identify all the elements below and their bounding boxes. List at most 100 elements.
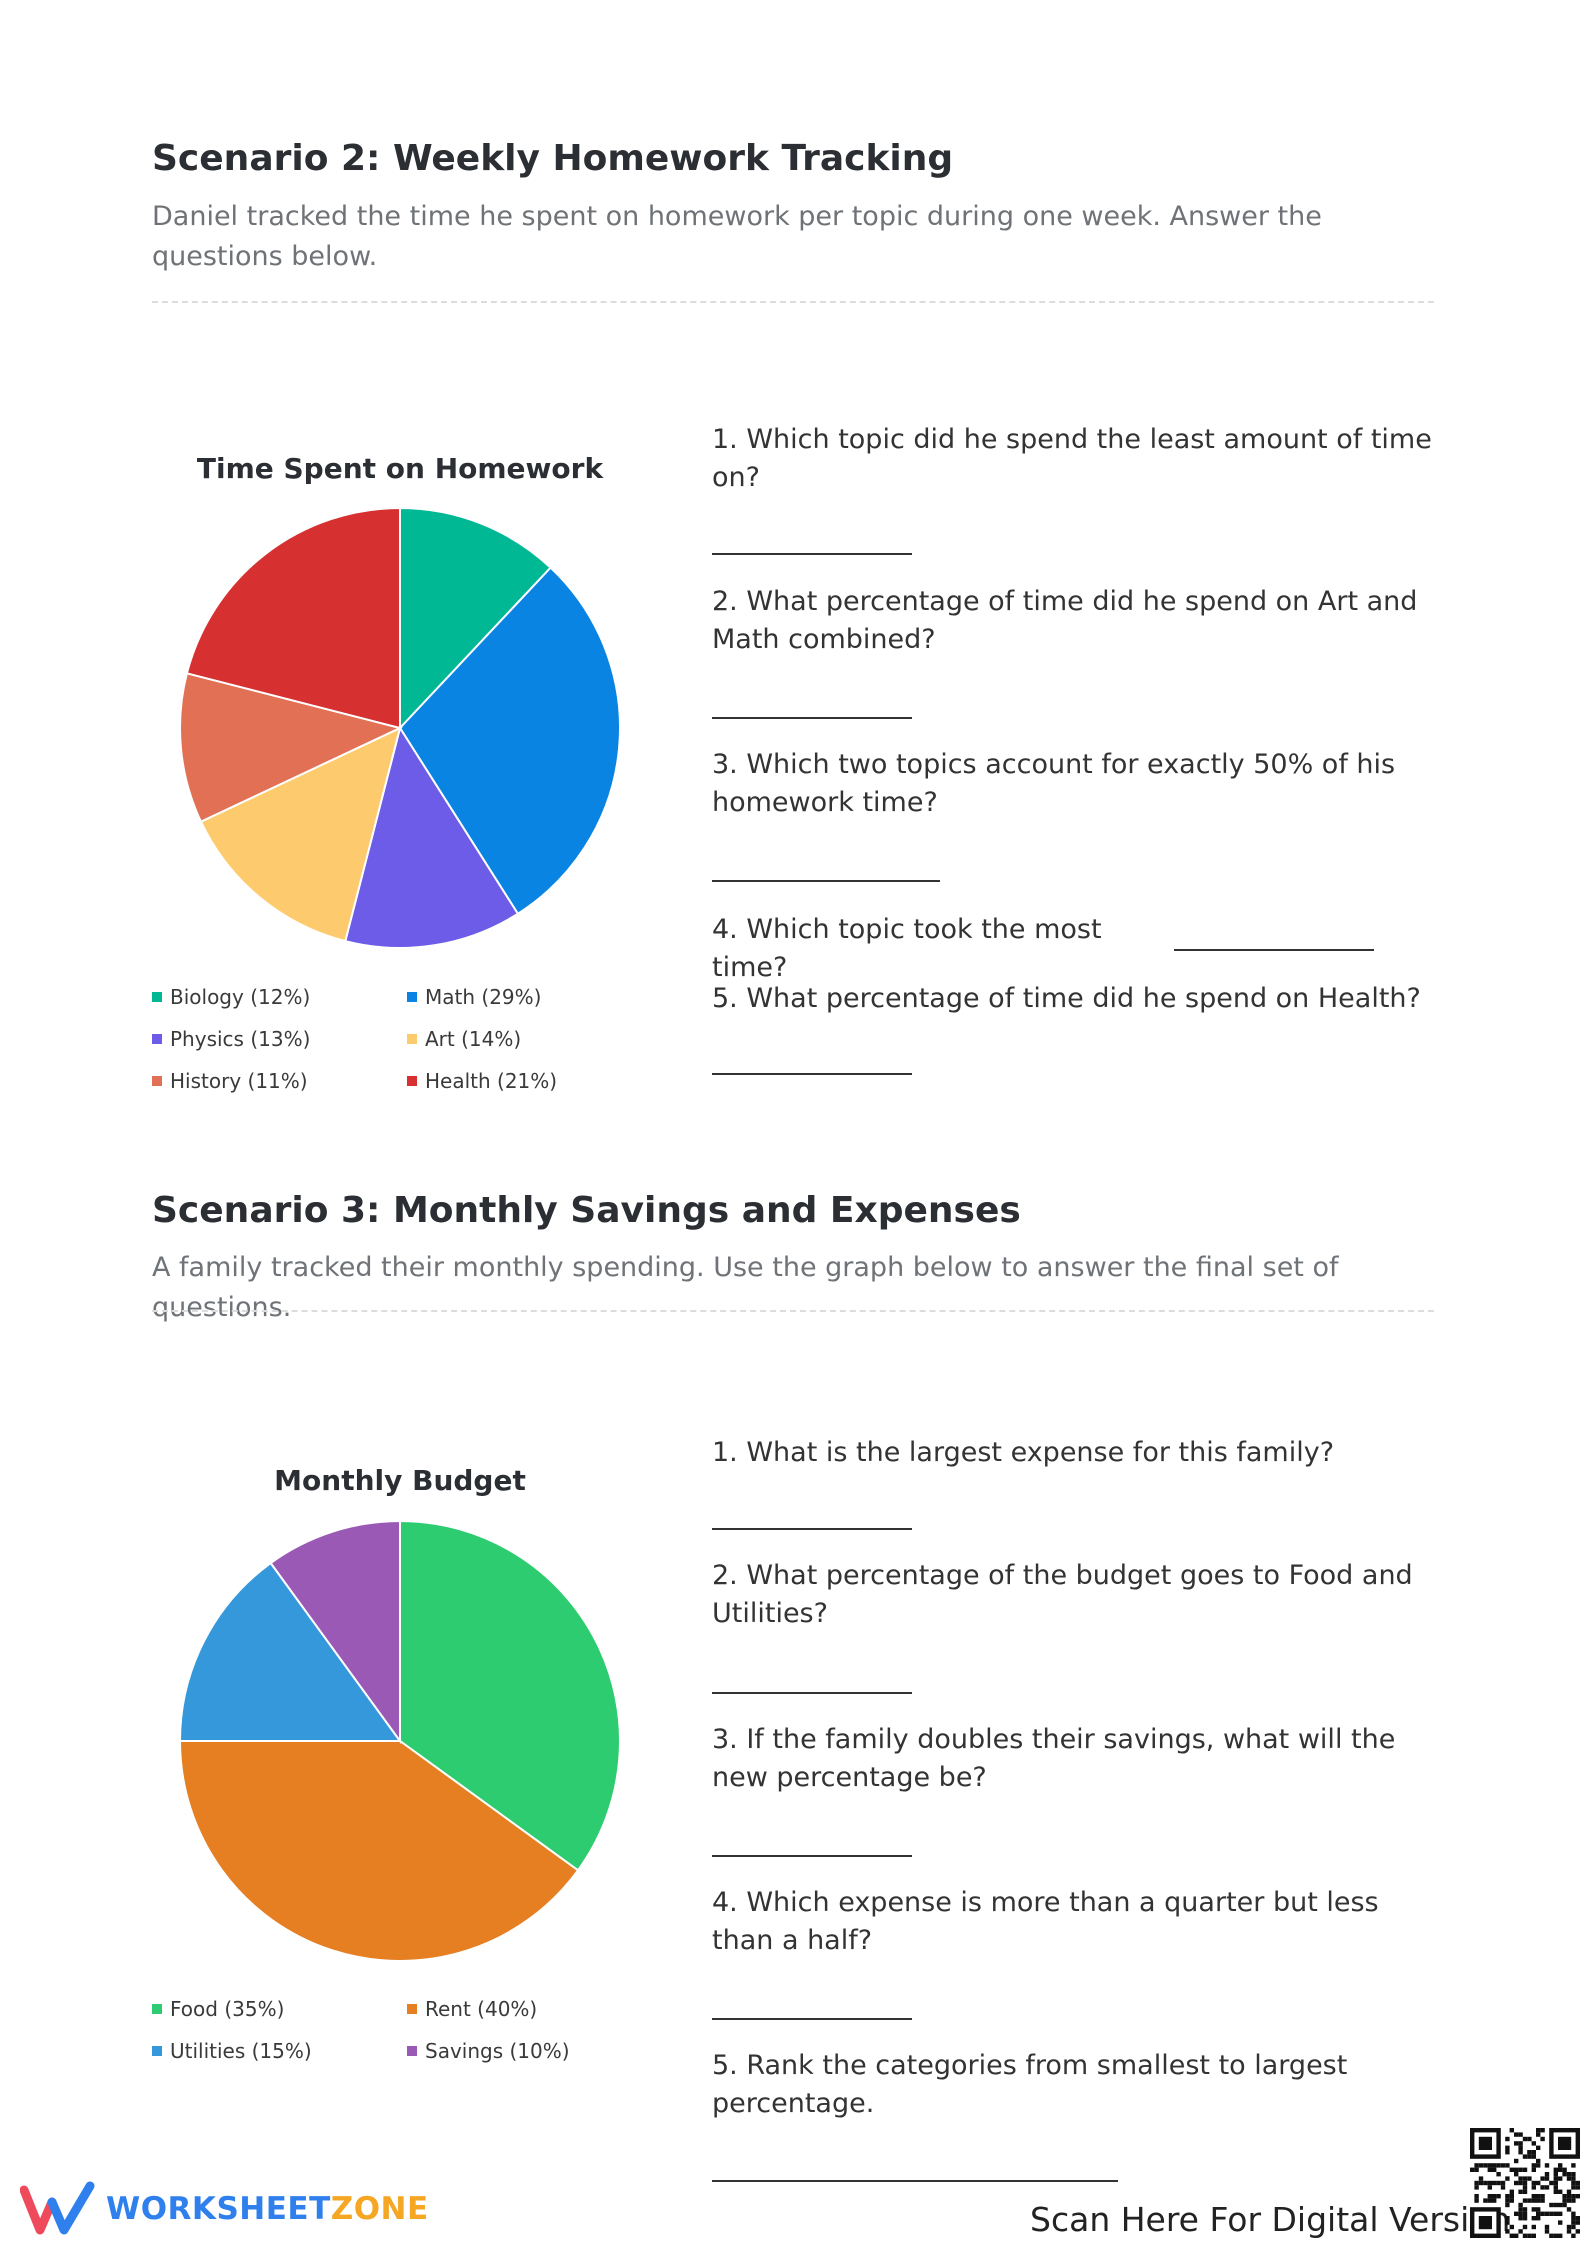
qr-module [1509,2194,1514,2199]
qr-module [1544,2176,1550,2181]
legend-item-physics: Physics (13%) [152,1027,310,1051]
qr-module [1536,2198,1541,2203]
legend-item-savings: Savings (10%) [407,2039,570,2063]
qr-module [1487,2180,1492,2186]
qr-module [1566,2224,1572,2230]
qr-module [1571,2172,1576,2177]
qr-module [1518,2132,1523,2137]
pie-slice-food [399,1521,620,1872]
legend-item-utilities: Utilities (15%) [152,2039,312,2063]
qr-module [1505,2216,1510,2221]
chart1-pie [180,508,620,948]
qr-module [1531,2216,1536,2221]
legend-swatch [152,992,162,1002]
s3-answer-line-3[interactable] [712,1855,912,1857]
qr-finder [1478,2136,1492,2150]
qr-module [1518,2145,1523,2150]
qr-module [1470,2167,1475,2172]
qr-module [1531,2224,1536,2230]
qr-module [1540,2198,1545,2203]
qr-module [1558,2176,1563,2181]
qr-module [1540,2194,1545,2199]
qr-module [1571,2185,1576,2190]
qr-module [1544,2172,1550,2177]
s2-answer-line-3[interactable] [712,880,940,882]
legend-label: Utilities (15%) [170,2039,312,2063]
qr-module [1558,2211,1563,2216]
qr-module [1487,2163,1492,2168]
worksheetzone-logo[interactable]: WORKSHEET ZONE [20,2180,429,2238]
qr-module [1553,2202,1558,2208]
qr-module [1540,2128,1545,2133]
s2-question-1: 1. Which topic did he spend the least am… [712,424,1432,493]
qr-module [1536,2194,1541,2199]
qr-module [1518,2202,1523,2208]
legend-item-health: Health (21%) [407,1069,557,1093]
scenario2-description: Daniel tracked the time he spent on home… [152,201,1322,272]
qr-module [1505,2150,1510,2155]
qr-module [1527,2150,1532,2155]
qr-module [1566,2207,1572,2212]
qr-module [1500,2185,1506,2190]
legend-swatch [407,2004,417,2014]
s2-answer-line-1[interactable] [712,553,912,555]
qr-module [1518,2189,1523,2194]
legend-item-rent: Rent (40%) [407,1997,537,2021]
qr-module [1531,2185,1536,2190]
chart2-title: Monthly Budget [274,1464,526,1497]
s3-answer-line-4[interactable] [712,2018,912,2020]
qr-module [1571,2194,1576,2199]
qr-module [1483,2198,1488,2203]
qr-module [1522,2207,1528,2212]
scenario2-divider [152,301,1434,303]
qr-module [1505,2202,1510,2208]
qr-module [1514,2211,1519,2216]
qr-module [1483,2163,1488,2168]
qr-module [1531,2150,1536,2155]
s2-answer-line-5[interactable] [712,1073,912,1075]
scenario3-divider [152,1310,1434,1312]
qr-module [1531,2180,1536,2186]
qr-module [1566,2189,1572,2194]
scenario3-title: Scenario 3: Monthly Savings and Expenses [152,1190,1021,1231]
s2-answer-line-2[interactable] [712,717,912,719]
legend-label: History (11%) [170,1069,308,1093]
qr-module [1474,2185,1479,2190]
qr-module [1527,2176,1532,2181]
qr-module [1540,2185,1545,2190]
qr-module [1509,2233,1514,2238]
qr-finder [1558,2136,1572,2150]
qr-module [1575,2194,1580,2199]
pie-slice-biology [399,508,553,731]
qr-module [1531,2163,1536,2168]
qr-module [1522,2211,1528,2216]
qr-module [1571,2220,1576,2225]
qr-module [1562,2167,1567,2172]
s3-answer-line-2[interactable] [712,1692,912,1694]
s2-answer-line-4[interactable] [1174,949,1374,951]
qr-module [1505,2176,1510,2181]
s3-question-1: 1. What is the largest expense for this … [712,1437,1335,1468]
qr-module [1487,2194,1492,2199]
qr-module [1549,2233,1554,2238]
s3-question-3: 3. If the family doubles their savings, … [712,1724,1396,1793]
s3-answer-line-5[interactable] [712,2180,1118,2182]
qr-module [1571,2176,1576,2181]
qr-module [1549,2202,1554,2208]
qr-module [1496,2180,1501,2186]
qr-module [1514,2167,1519,2172]
legend-label: Biology (12%) [170,985,311,1009]
legend-swatch [407,1076,417,1086]
qr-module [1571,2233,1576,2238]
qr-code-icon[interactable] [1470,2128,1580,2238]
qr-module [1487,2198,1492,2203]
qr-module [1505,2136,1510,2142]
qr-module [1474,2198,1479,2203]
qr-module [1571,2224,1576,2230]
s2-question-5: 5. What percentage of time did he spend … [712,983,1421,1014]
s3-answer-line-1[interactable] [712,1528,912,1530]
qr-module [1558,2189,1563,2194]
qr-module [1522,2154,1528,2159]
qr-module [1575,2180,1580,2186]
qr-module [1575,2185,1580,2190]
